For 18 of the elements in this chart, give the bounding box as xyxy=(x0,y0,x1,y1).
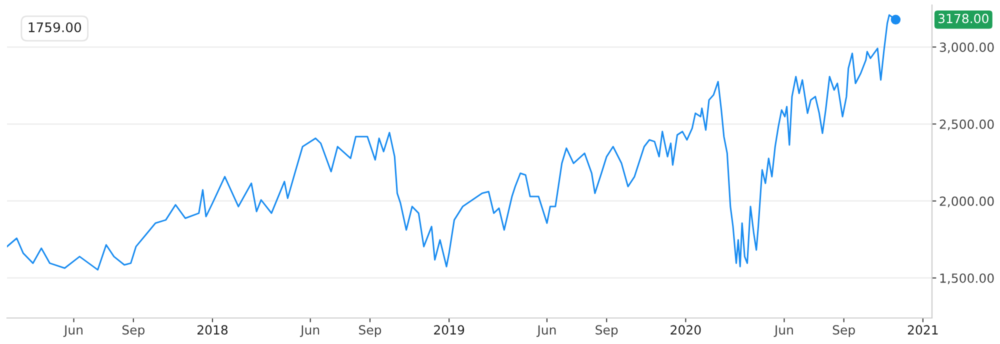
x-tick-label: 2018 xyxy=(197,325,228,335)
text: 3178.00 xyxy=(938,14,988,24)
x-tick-label: Sep xyxy=(359,325,382,338)
y-tick-label: 3,000.00 xyxy=(940,42,994,54)
x-tick-label: 2021 xyxy=(908,325,938,335)
x-tick-label: Sep xyxy=(596,325,618,338)
y-tick-label: 2,500.00 xyxy=(940,119,994,130)
x-tick-label: Sep xyxy=(122,325,144,338)
x-tick-label: Jun xyxy=(300,325,320,337)
x-tick-label: Jun xyxy=(774,325,793,337)
x-tick-label: 2019 xyxy=(434,325,464,335)
x-tick-label: Sep xyxy=(832,325,855,338)
x-tick-label: Jun xyxy=(63,325,82,337)
y-tick-label: 2,000.00 xyxy=(940,196,994,208)
annotation: 1759.00 xyxy=(28,22,82,32)
x-tick-label: Jun xyxy=(536,325,556,337)
x-tick-label: 2020 xyxy=(670,325,701,335)
y-tick-label: 1,500.00 xyxy=(940,273,994,284)
